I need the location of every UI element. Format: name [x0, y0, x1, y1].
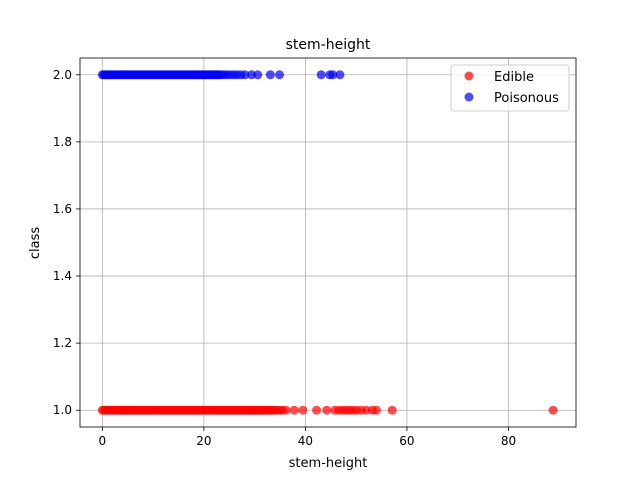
x-tick-label: 0 [99, 434, 107, 448]
edible-point [322, 405, 332, 415]
y-tick-label: 1.4 [53, 269, 72, 283]
legend-label-poisonous: Poisonous [494, 91, 559, 106]
poisonous-point [316, 70, 326, 80]
edible-series [97, 405, 558, 415]
y-tick-label: 1.6 [53, 202, 72, 216]
edible-point [548, 405, 558, 415]
x-tick-label: 60 [399, 434, 414, 448]
legend-marker-edible [464, 71, 474, 81]
legend-marker-poisonous [464, 92, 474, 102]
edible-point [371, 405, 381, 415]
chart-title: stem-height [286, 37, 371, 53]
edible-point [281, 405, 291, 415]
x-tick-label: 20 [196, 434, 211, 448]
y-tick-label: 1.8 [53, 135, 72, 149]
poisonous-point [265, 70, 275, 80]
y-tick-label: 1.2 [53, 336, 72, 350]
poisonous-point [335, 70, 345, 80]
poisonous-series [97, 70, 345, 80]
plot-frame [79, 57, 577, 428]
x-axis-ticks: 0 20 40 60 80 [99, 427, 516, 448]
poisonous-point [240, 70, 250, 80]
y-tick-label: 2.0 [53, 68, 72, 82]
edible-point [387, 405, 397, 415]
x-tick-label: 40 [298, 434, 313, 448]
y-axis-ticks: 1.0 1.2 1.4 1.6 1.8 2.0 [53, 68, 80, 417]
y-tick-label: 1.0 [53, 403, 72, 417]
edible-point [289, 405, 299, 415]
edible-point [312, 405, 322, 415]
legend: Edible Poisonous [450, 64, 570, 112]
legend-box [450, 64, 570, 112]
x-axis-label: stem-height [289, 456, 368, 471]
poisonous-point [275, 70, 285, 80]
legend-label-edible: Edible [494, 70, 534, 85]
y-axis-label: class [28, 227, 43, 259]
x-tick-label: 80 [501, 434, 516, 448]
edible-point [298, 405, 308, 415]
poisonous-point [253, 70, 263, 80]
poisonous-point [328, 70, 338, 80]
